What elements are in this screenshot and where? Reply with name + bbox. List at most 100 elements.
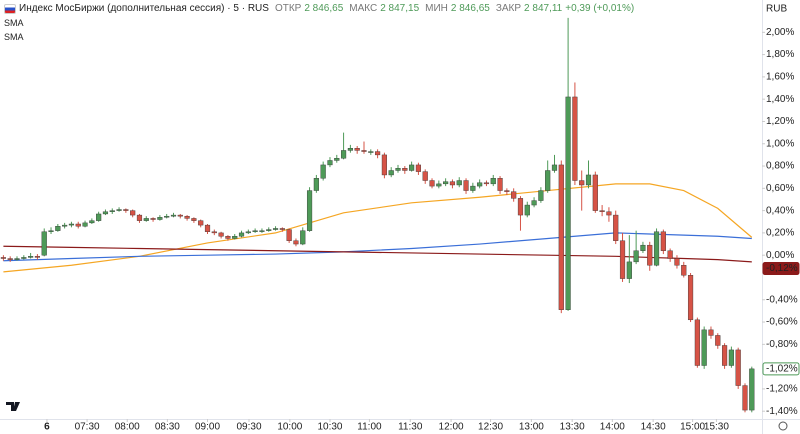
- candle-body: [517, 198, 524, 216]
- y-unit: RUB: [766, 4, 787, 15]
- candle-body: [619, 240, 626, 279]
- candle-body: [238, 232, 245, 237]
- candle-body: [368, 151, 374, 153]
- candle-body: [660, 231, 666, 251]
- candle-body: [545, 170, 551, 191]
- indicator-label[interactable]: SMA: [4, 32, 24, 42]
- candle-body: [123, 209, 129, 211]
- candle-body: [388, 170, 394, 176]
- candle-body: [653, 231, 660, 266]
- candle-body: [749, 368, 755, 411]
- candle-body: [381, 154, 387, 176]
- candle-body: [415, 164, 422, 172]
- candle-body: [701, 329, 707, 366]
- candle-body: [232, 236, 238, 239]
- candle-body: [721, 345, 728, 366]
- candle-body: [252, 230, 258, 232]
- candle-body: [504, 190, 510, 192]
- candle-body: [184, 215, 190, 219]
- indicator-label[interactable]: SMA: [4, 18, 24, 28]
- candle-body: [320, 164, 326, 179]
- x-tick-label: 14:00: [600, 422, 625, 433]
- y-tick-label: 0,40%: [766, 205, 794, 216]
- x-tick-label: 12:30: [478, 422, 503, 433]
- candle-body: [55, 226, 61, 231]
- candle-body: [177, 214, 183, 217]
- x-tick-label: 6: [44, 422, 50, 433]
- candle-body: [687, 275, 694, 321]
- candle-body: [647, 244, 653, 266]
- candle-body: [191, 218, 197, 221]
- candle-body: [21, 257, 27, 259]
- y-tick-label: 0,20%: [766, 228, 794, 239]
- candle-body: [626, 261, 632, 279]
- candle-body: [272, 228, 279, 230]
- candle-body: [579, 180, 585, 186]
- x-tick-label: 15:00: [680, 422, 705, 433]
- candle-body: [300, 230, 306, 245]
- flag-icon: [4, 3, 16, 14]
- price-badge-label: -1,02%: [766, 363, 798, 374]
- candle-body: [694, 319, 700, 366]
- header: Индекс МосБиржи (дополнительная сессия) …: [4, 3, 634, 14]
- candle-body: [96, 213, 102, 221]
- candle-body: [48, 230, 54, 232]
- logo: [6, 402, 20, 411]
- candle-body: [259, 230, 265, 232]
- candle-body: [572, 96, 578, 181]
- candle-body: [75, 223, 81, 227]
- candle-body: [449, 181, 456, 186]
- candle-body: [334, 158, 340, 161]
- x-tick-label: 11:30: [398, 422, 423, 433]
- candle-body: [511, 191, 517, 199]
- quote-value: 2 846,65: [450, 3, 490, 14]
- candle-body: [592, 174, 598, 211]
- x-tick-label: 11:00: [357, 422, 382, 433]
- candle-body: [640, 244, 646, 251]
- candle-body: [28, 256, 34, 258]
- quote-value: 2 846,65: [304, 3, 344, 14]
- x-tick-label: 13:00: [519, 422, 544, 433]
- candle-body: [164, 215, 170, 218]
- candle-body: [558, 164, 564, 310]
- candle-body: [340, 150, 347, 159]
- candle-body: [490, 178, 496, 185]
- x-tick-label: 08:00: [115, 422, 140, 433]
- x-tick-label: 13:30: [560, 422, 585, 433]
- y-tick-label: 1,40%: [766, 94, 794, 105]
- candle-body: [347, 148, 353, 151]
- candle-body: [728, 349, 734, 366]
- candle-body: [218, 232, 224, 237]
- x-tick-label: 09:00: [195, 422, 220, 433]
- x-tick-label: 12:00: [439, 422, 464, 433]
- quote-label: МИН: [425, 3, 448, 14]
- candle-body: [477, 182, 483, 187]
- candle-body: [681, 265, 687, 276]
- candle-body: [708, 329, 714, 336]
- quote-value: 2 847,11: [524, 3, 563, 14]
- candle-body: [524, 204, 530, 216]
- quote-label: ЗАКР: [495, 3, 522, 14]
- x-tick-label: 10:00: [277, 422, 302, 433]
- candle-body: [82, 222, 88, 227]
- candle-body: [402, 168, 408, 171]
- y-tick-label: -0,60%: [766, 317, 798, 328]
- indicator-line: [3, 183, 753, 273]
- candle-body: [375, 151, 381, 156]
- candle-body: [306, 190, 313, 231]
- quote-value: 2 847,15: [380, 3, 420, 14]
- candle-body: [211, 231, 217, 234]
- candle-body: [279, 228, 285, 230]
- y-tick-label: -1,20%: [766, 384, 798, 395]
- candle-body: [143, 218, 149, 221]
- settings-icon[interactable]: [778, 421, 788, 431]
- candle-body: [89, 220, 95, 224]
- candle-body: [409, 164, 415, 171]
- candle-body: [361, 150, 367, 152]
- y-tick-label: 1,20%: [766, 116, 794, 127]
- candle-body: [0, 257, 6, 259]
- candle-body: [116, 209, 122, 211]
- candle-body: [62, 224, 68, 227]
- candle-body: [266, 229, 272, 231]
